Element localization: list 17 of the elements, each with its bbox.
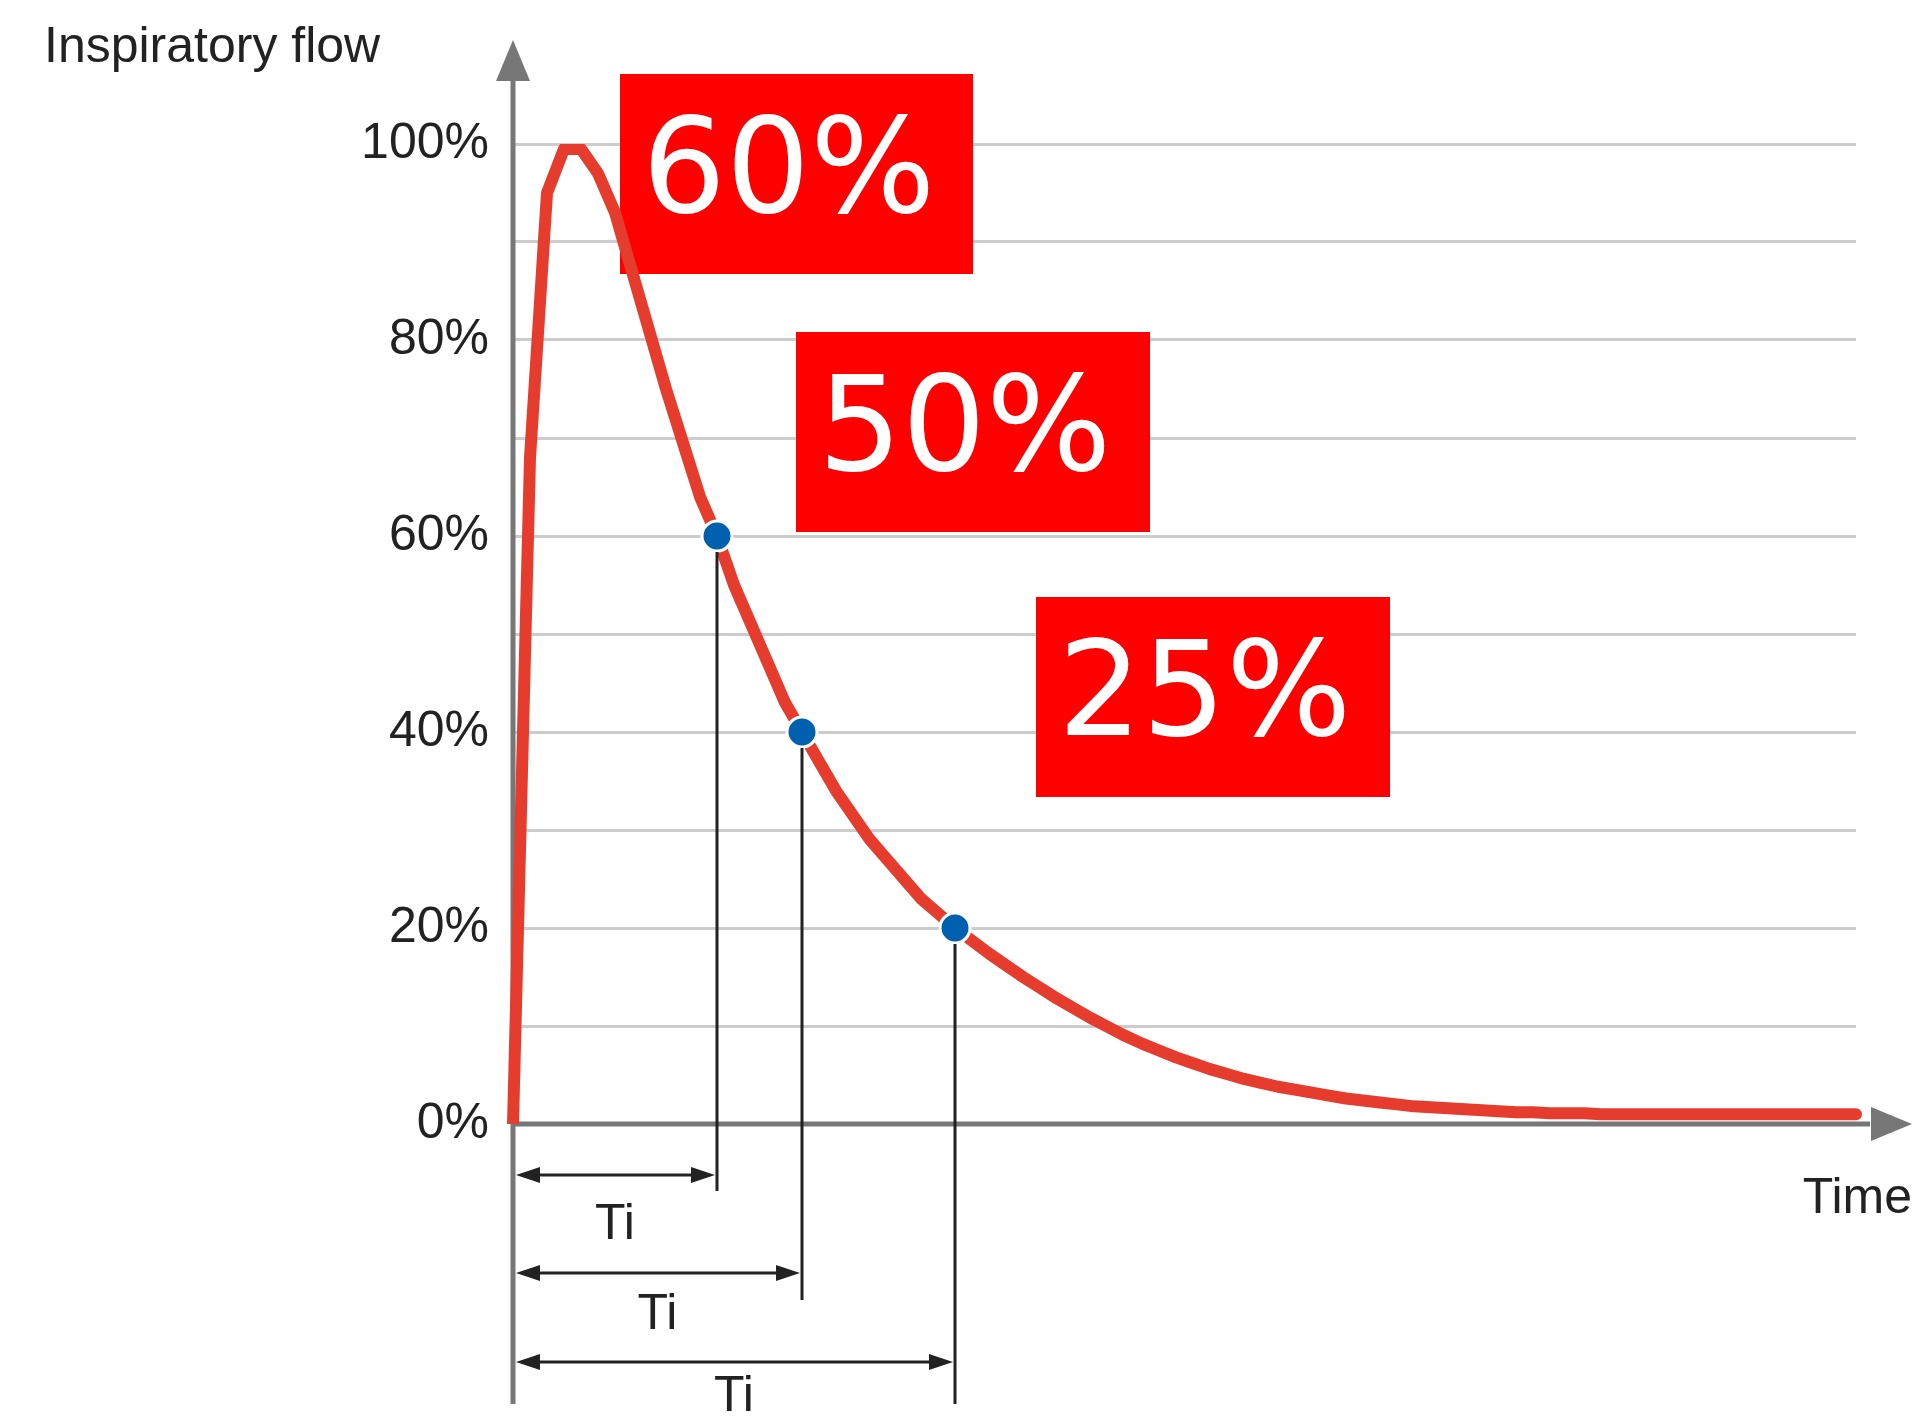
point [938,911,972,945]
y-tick-label: 40% [388,700,489,757]
y-tick-label: 100% [361,112,489,169]
annotation: 60% [642,89,936,244]
point [700,519,734,553]
y-axis-title: Inspiratory flow [44,17,382,73]
y-tick-label: 20% [388,896,489,953]
y-tick-label: 0% [416,1092,489,1149]
point [785,715,819,749]
annotation: 50% [818,347,1112,502]
text: Ti [714,1365,754,1422]
x-axis-title: Time [1802,1168,1912,1224]
text: Ti [595,1193,635,1250]
annotation: 25% [1058,612,1352,767]
y-tick-label: 80% [388,308,489,365]
text: Ti [637,1283,678,1340]
y-tick-label: 60% [388,504,489,561]
